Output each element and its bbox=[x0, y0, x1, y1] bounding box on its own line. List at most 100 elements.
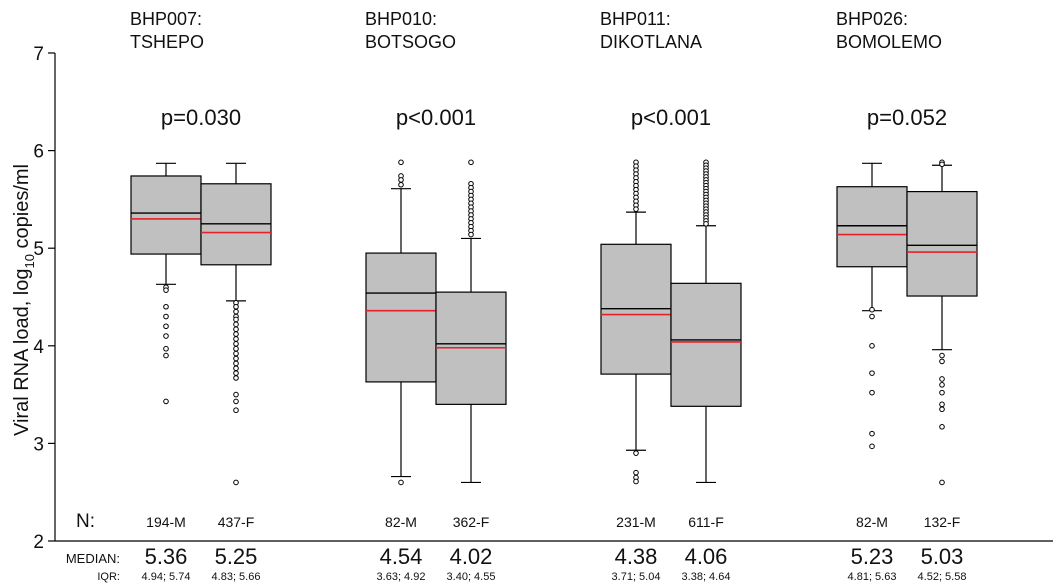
outlier-point bbox=[233, 375, 239, 381]
outlier-point bbox=[869, 343, 875, 349]
outlier-point bbox=[468, 231, 474, 238]
outlier-point bbox=[468, 159, 474, 166]
median-label: 4.54 bbox=[380, 544, 423, 569]
outlier-point bbox=[163, 352, 169, 359]
group-2: BHP010: BOTSOGO p<0.001 82-M 4.54 3.63; 4.92 3… bbox=[365, 9, 507, 583]
iqr-row-label: IQR: bbox=[97, 571, 120, 583]
outlier-point bbox=[233, 370, 239, 376]
box-2: 362-F 4.02 3.40; 4.55 bbox=[435, 159, 507, 583]
group-title-line1: BHP007: bbox=[130, 9, 202, 29]
y-tick-label: 5 bbox=[33, 239, 44, 260]
outlier-point bbox=[233, 398, 239, 405]
p-value-label: p=0.052 bbox=[867, 105, 947, 130]
box-1: 82-M 4.54 3.63; 4.92 bbox=[365, 159, 437, 583]
p-value-label: p<0.001 bbox=[631, 105, 711, 130]
outlier-point bbox=[163, 398, 169, 405]
iqr-label: 3.38; 4.64 bbox=[682, 571, 731, 583]
group-3: BHP011: DIKOTLANA p<0.001 231-M 4.38 3.71; 5.… bbox=[600, 9, 742, 583]
iqr-label: 3.40; 4.55 bbox=[447, 571, 496, 583]
n-label: 231-M bbox=[616, 514, 656, 530]
iqr-box bbox=[836, 186, 908, 268]
outlier-point bbox=[939, 352, 945, 359]
groups-layer: BHP007: TSHEPO p=0.030 194-M 5.36 4.94; 5.74 4… bbox=[130, 9, 978, 583]
iqr-label: 4.94; 5.74 bbox=[142, 571, 191, 583]
outlier-point bbox=[233, 360, 239, 367]
outlier-point bbox=[869, 443, 875, 450]
iqr-label: 4.81; 5.63 bbox=[848, 571, 897, 583]
median-label: 5.36 bbox=[145, 544, 188, 569]
y-tick-label: 4 bbox=[33, 337, 44, 358]
outlier-point bbox=[398, 159, 404, 166]
iqr-label: 3.71; 5.04 bbox=[612, 571, 661, 583]
iqr-label: 4.83; 5.66 bbox=[212, 571, 261, 583]
outlier-point bbox=[869, 306, 875, 313]
outlier-point bbox=[398, 177, 404, 183]
outlier-point bbox=[233, 308, 239, 315]
outlier-point bbox=[633, 478, 639, 485]
box-2: 611-F 4.06 3.38; 4.64 bbox=[670, 159, 742, 583]
outlier-point bbox=[939, 161, 945, 168]
outlier-point bbox=[869, 313, 875, 320]
outlier-point bbox=[869, 389, 875, 396]
n-label: 82-M bbox=[385, 514, 417, 530]
iqr-box bbox=[130, 175, 202, 255]
median-label: 4.38 bbox=[615, 544, 658, 569]
n-row-label: N: bbox=[76, 511, 95, 532]
outlier-point bbox=[939, 382, 945, 388]
outlier-point bbox=[233, 479, 239, 486]
outlier-point bbox=[939, 376, 945, 382]
outlier-point bbox=[163, 323, 169, 330]
outlier-point bbox=[939, 358, 945, 365]
outlier-point bbox=[233, 407, 239, 414]
outlier-point bbox=[163, 287, 169, 293]
y-tick-label: 6 bbox=[33, 142, 44, 163]
outlier-point bbox=[233, 365, 239, 372]
outlier-point bbox=[869, 430, 875, 437]
n-label: 437-F bbox=[218, 514, 255, 530]
outlier-point bbox=[633, 450, 639, 456]
outlier-point bbox=[633, 469, 639, 476]
n-label: 132-F bbox=[924, 514, 961, 530]
outlier-point bbox=[398, 181, 404, 188]
outlier-point bbox=[233, 326, 239, 333]
group-title-line1: BHP011: bbox=[600, 9, 671, 29]
box-2: 132-F 5.03 4.52; 5.58 bbox=[906, 159, 978, 583]
n-label: 82-M bbox=[856, 514, 888, 530]
outlier-point bbox=[703, 221, 709, 227]
y-axis-title: Viral RNA load, log10 copies/ml bbox=[11, 164, 37, 436]
outlier-point bbox=[233, 316, 239, 323]
group-title-line2: DIKOTLANA bbox=[600, 32, 702, 52]
box-1: 194-M 5.36 4.94; 5.74 bbox=[130, 162, 202, 583]
median-label: 5.23 bbox=[851, 544, 894, 569]
outlier-point bbox=[398, 479, 404, 486]
y-tick-label: 2 bbox=[33, 532, 44, 553]
outlier-point bbox=[939, 479, 945, 486]
iqr-label: 4.52; 5.58 bbox=[918, 571, 967, 583]
box-1: 231-M 4.38 3.71; 5.04 bbox=[600, 159, 672, 583]
outlier-point bbox=[163, 313, 169, 320]
n-label: 362-F bbox=[453, 514, 490, 530]
outlier-point bbox=[233, 303, 239, 310]
group-title-line2: BOTSOGO bbox=[365, 32, 456, 52]
outlier-point bbox=[233, 355, 239, 362]
group-title-line1: BHP010: bbox=[365, 9, 437, 29]
iqr-box bbox=[906, 190, 978, 297]
group-4: BHP026: BOMOLEMO p=0.052 82-M 5.23 4.81; 5.63… bbox=[836, 9, 978, 583]
outlier-point bbox=[939, 389, 945, 396]
group-title-line2: TSHEPO bbox=[130, 32, 204, 52]
n-label: 194-M bbox=[146, 514, 186, 530]
outlier-point bbox=[233, 345, 239, 352]
outlier-point bbox=[233, 391, 239, 398]
group-title-line2: BOMOLEMO bbox=[836, 32, 942, 52]
outlier-point bbox=[163, 333, 169, 339]
outlier-point bbox=[233, 341, 239, 347]
outlier-point bbox=[233, 331, 239, 337]
outlier-point bbox=[939, 401, 945, 408]
iqr-label: 3.63; 4.92 bbox=[377, 571, 426, 583]
outlier-point bbox=[939, 424, 945, 430]
y-ticks: 2 3 4 5 6 7 bbox=[33, 44, 55, 553]
y-tick-label: 7 bbox=[33, 44, 44, 65]
group-1: BHP007: TSHEPO p=0.030 194-M 5.36 4.94; 5.74 4… bbox=[130, 9, 272, 583]
box-2: 437-F 5.25 4.83; 5.66 bbox=[200, 162, 272, 583]
